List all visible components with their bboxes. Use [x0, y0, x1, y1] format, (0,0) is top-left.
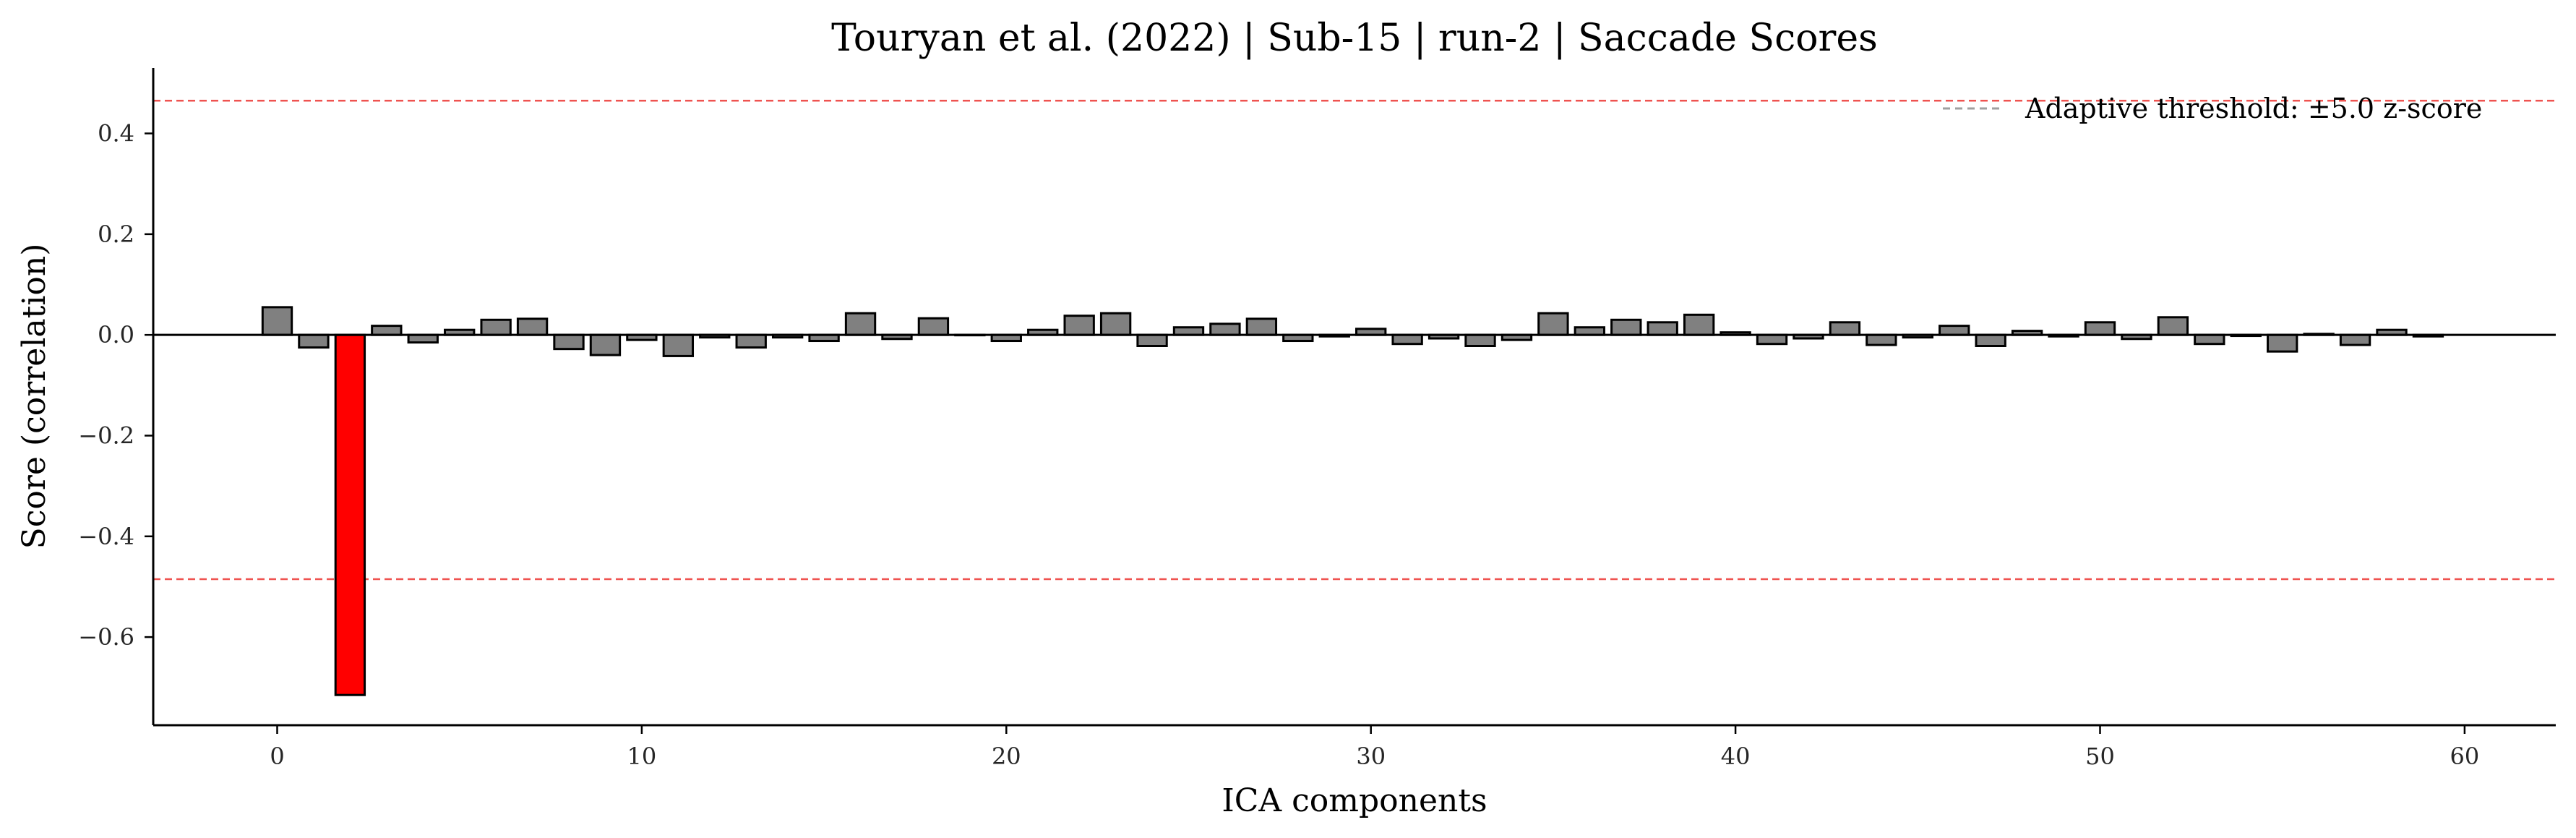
bar-component: [917, 317, 950, 336]
chart-title: Touryan et al. (2022) | Sub-15 | run-2 |…: [831, 17, 1878, 60]
bar-component: [298, 333, 330, 349]
bar-component: [1829, 321, 1861, 336]
bar-component: [1939, 325, 1970, 336]
bar-component: [1136, 333, 1168, 347]
bar-component: [2267, 333, 2298, 353]
bar-component: [2084, 321, 2116, 336]
threshold-lines: [153, 100, 2556, 581]
bar-flagged-component: [334, 333, 366, 696]
bar-component: [371, 325, 403, 336]
y-tick-label: 0.0: [98, 321, 134, 349]
y-tick-label: −0.4: [78, 523, 134, 550]
legend: Adaptive threshold: ±5.0 z-score: [1943, 93, 2482, 124]
bar-component: [735, 333, 767, 349]
x-tick-label: 0: [270, 743, 284, 770]
bar-component: [589, 333, 622, 356]
bar-component: [516, 317, 549, 336]
x-axis-label: ICA components: [1222, 782, 1487, 819]
y-tick-label: 0.2: [98, 221, 134, 248]
x-ticks: 0 10 20 30 40 50 60: [270, 725, 2479, 770]
bar-component: [1975, 333, 2006, 347]
bar-component: [553, 333, 585, 351]
bar-component: [1573, 326, 1606, 336]
bar-component: [1610, 318, 1642, 336]
x-tick-label: 10: [627, 743, 657, 770]
bar-component: [2194, 333, 2225, 346]
bar-component: [1464, 333, 1496, 347]
y-tick-label: 0.4: [98, 120, 134, 147]
x-tick-label: 20: [992, 743, 1021, 770]
y-tick-label: −0.6: [78, 623, 134, 651]
bar-component: [844, 312, 877, 336]
bar-component: [662, 333, 695, 357]
bar-component: [1099, 312, 1132, 336]
y-ticks: −0.6 −0.4 −0.2 0.0 0.2 0.4: [78, 120, 153, 651]
bar-component: [1209, 322, 1241, 336]
x-tick-label: 60: [2450, 743, 2480, 770]
bar-component: [1866, 333, 1897, 346]
bar-component: [480, 318, 512, 336]
x-tick-label: 40: [1721, 743, 1751, 770]
legend-label: Adaptive threshold: ±5.0 z-score: [2025, 93, 2482, 124]
bar-component: [1391, 333, 1423, 346]
bar-component: [261, 306, 293, 336]
bar-component: [1245, 317, 1278, 336]
x-tick-label: 30: [1356, 743, 1386, 770]
y-axis-label: Score (correlation): [16, 244, 53, 550]
bar-component: [2157, 316, 2189, 336]
bar-component: [1537, 312, 1569, 336]
bar-component: [1647, 321, 1678, 336]
bar-component: [1063, 315, 1095, 336]
x-tick-label: 50: [2085, 743, 2115, 770]
y-tick-label: −0.2: [78, 422, 134, 449]
bar-component: [1683, 313, 1715, 336]
bar-component: [1172, 326, 1205, 336]
bar-component: [2339, 333, 2371, 346]
bars: [261, 306, 2444, 696]
bar-component: [407, 333, 439, 344]
bar-component: [1756, 333, 1788, 346]
